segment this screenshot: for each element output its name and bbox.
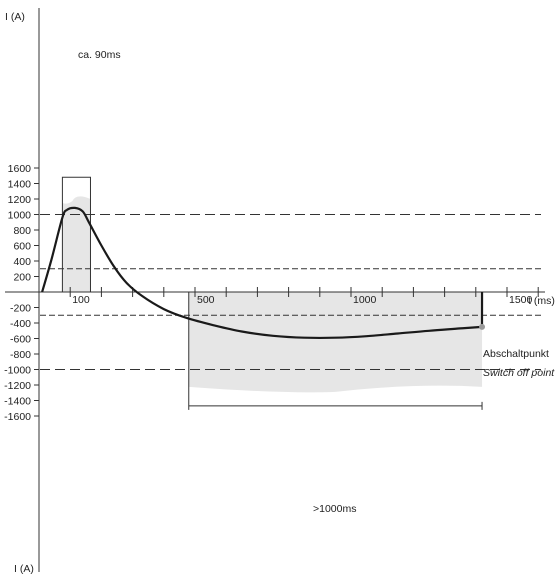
y-axis-title-bottom: I (A) bbox=[14, 563, 34, 575]
reference-lines bbox=[40, 214, 541, 370]
y-tick-label--1400: -1400 bbox=[4, 396, 31, 408]
y-tick-label--1200: -1200 bbox=[4, 380, 31, 392]
peak-window-bracket bbox=[61, 176, 91, 292]
peak-window-shade bbox=[62, 196, 91, 292]
series-group bbox=[41, 206, 484, 340]
y-tick-label-800: 800 bbox=[13, 225, 31, 237]
y-tick-label--1000: -1000 bbox=[4, 365, 31, 377]
x-tick-label-100: 100 bbox=[72, 294, 90, 306]
axes bbox=[5, 8, 545, 572]
y-tick-label-1600: 1600 bbox=[8, 163, 32, 175]
y-tick-label-1000: 1000 bbox=[8, 210, 32, 222]
y-tick-label--200: -200 bbox=[10, 303, 31, 315]
y-tick-label--400: -400 bbox=[10, 318, 31, 330]
switch-off-label: Abschaltpunkt bbox=[483, 348, 549, 360]
y-tick-label--1600: -1600 bbox=[4, 411, 31, 423]
switch-off-marker bbox=[479, 323, 486, 330]
y-tick-label-600: 600 bbox=[13, 241, 31, 253]
negative-window-label: >1000ms bbox=[313, 503, 357, 515]
duration-brackets bbox=[61, 176, 483, 410]
negative-window-bracket bbox=[188, 292, 483, 410]
switch-off-marker-group bbox=[479, 323, 486, 330]
switch-off-label-italic: Switch off point bbox=[483, 367, 555, 379]
y-tick-label--800: -800 bbox=[10, 349, 31, 361]
y-tick-label-1200: 1200 bbox=[8, 194, 32, 206]
negative-window-shade bbox=[188, 292, 483, 393]
current-curve bbox=[41, 206, 484, 340]
x-tick-label-500: 500 bbox=[197, 294, 215, 306]
x-tick-label-1000: 1000 bbox=[353, 294, 377, 306]
ticks: -1600 -1400 -1200 -1000 -800 -600 -400 -200 200 4… bbox=[4, 163, 539, 423]
y-axis-title-top: I (A) bbox=[5, 11, 25, 23]
x-axis-title: t (ms) bbox=[528, 295, 555, 307]
shaded-regions bbox=[62, 196, 483, 393]
peak-window-label: ca. 90ms bbox=[78, 49, 121, 61]
y-tick-label--600: -600 bbox=[10, 334, 31, 346]
y-tick-label-200: 200 bbox=[13, 272, 31, 284]
y-tick-label-1400: 1400 bbox=[8, 179, 32, 191]
x-tick-label-1500: 1500 bbox=[509, 294, 533, 306]
y-tick-label-400: 400 bbox=[13, 256, 31, 268]
chart-labels: I (A) I (A) t (ms) ca. 90ms >1000ms Absc… bbox=[5, 11, 555, 575]
